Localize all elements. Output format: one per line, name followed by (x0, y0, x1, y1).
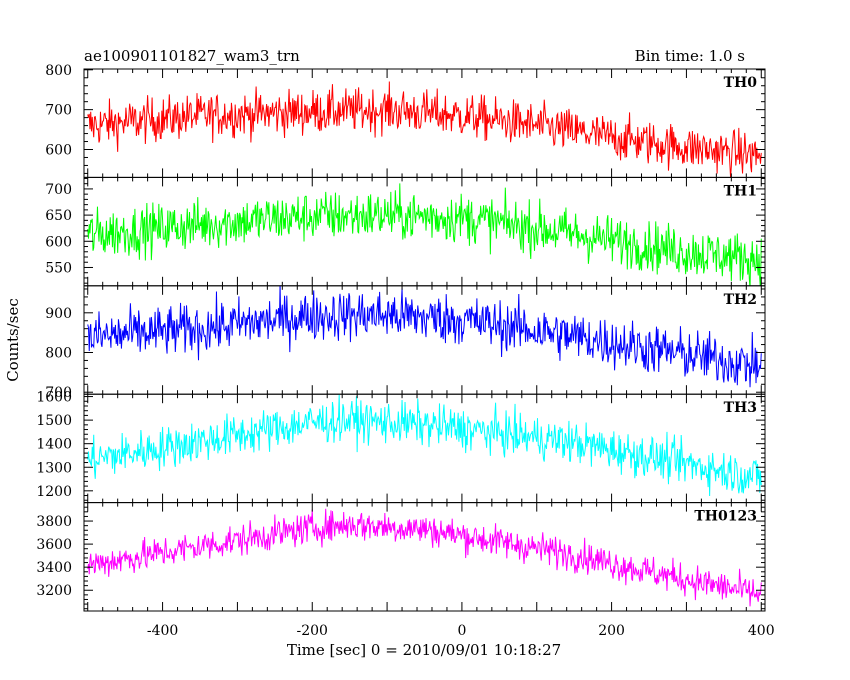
y-tick-label: 800 (45, 63, 72, 79)
y-tick-label: 600 (45, 143, 72, 159)
panel-label: TH0 (724, 75, 758, 91)
y-tick-label: 1600 (36, 390, 72, 406)
panel-label: TH1 (724, 183, 757, 199)
series-line-th3 (87, 394, 762, 496)
y-tick-label: 1400 (36, 437, 72, 453)
panel-frame (83, 502, 766, 612)
x-tick-label: -400 (147, 623, 178, 639)
y-tick-label: 900 (45, 306, 72, 322)
y-tick-label: 550 (45, 260, 72, 276)
chart-title: ae100901101827_wam3_trn (84, 47, 300, 65)
y-tick-label: 700 (45, 385, 72, 401)
y-tick-label: 1200 (36, 484, 72, 500)
y-tick-label: 800 (45, 346, 72, 362)
panel-th3: 1200 1300 1400 1500 1600 TH3 (36, 390, 766, 504)
series-line-th1 (87, 183, 762, 286)
panel-label: TH2 (724, 292, 757, 308)
panel-th0123: 3200 3400 3600 3800 TH0123 (36, 502, 766, 612)
x-tick-label: 0 (457, 623, 466, 639)
panel-th0: 600 700 800 TH0 (45, 63, 766, 178)
y-tick-label: 3600 (36, 537, 72, 553)
y-axis-label: Counts/sec (4, 298, 22, 382)
y-tick-label: 3200 (36, 583, 72, 599)
x-tick-label: -200 (297, 623, 328, 639)
series-line-th2 (87, 285, 762, 388)
series-line-th0123 (87, 508, 762, 607)
y-tick-label: 3800 (36, 514, 72, 530)
x-tick-label: 200 (598, 623, 625, 639)
panel-th2: 700 800 900 TH2 (45, 285, 766, 401)
y-tick-label: 600 (45, 234, 72, 250)
panel-label: TH0123 (694, 509, 757, 525)
series-line-th0 (87, 81, 762, 178)
y-tick-label: 1500 (36, 413, 72, 429)
y-tick-label: 650 (45, 208, 72, 224)
y-tick-label: 3400 (36, 560, 72, 576)
y-tick-label: 1300 (36, 460, 72, 476)
panel-label: TH3 (724, 400, 757, 416)
x-axis-label: Time [sec] 0 = 2010/09/01 10:18:27 (287, 641, 561, 659)
bin-time-label: Bin time: 1.0 s (635, 47, 745, 65)
panel-th1: 550 600 650 700 TH1 (45, 176, 766, 287)
x-tick-label: 400 (748, 623, 775, 639)
y-tick-label: 700 (45, 182, 72, 198)
y-tick-label: 700 (45, 103, 72, 119)
panels: 600 700 800 TH0 550 600 650 700 TH1 700 800 900 TH2 1… (36, 63, 774, 639)
